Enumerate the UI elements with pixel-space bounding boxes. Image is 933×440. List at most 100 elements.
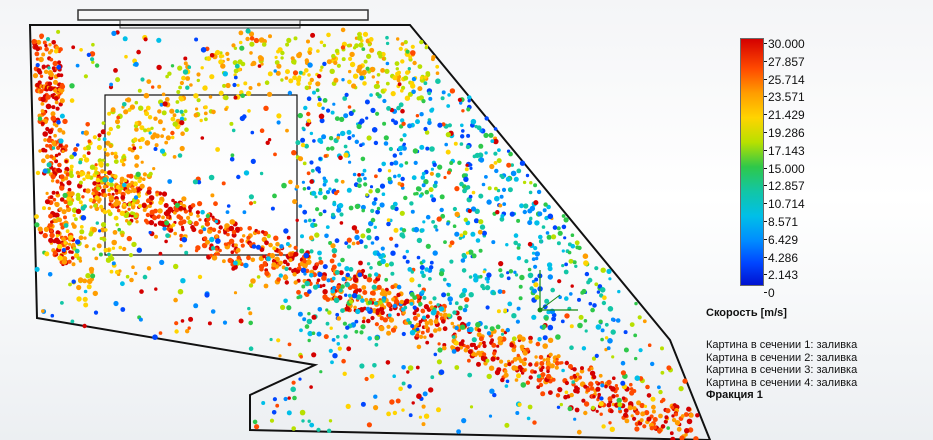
particle (130, 211, 134, 216)
particle (109, 182, 114, 188)
particle (484, 151, 488, 155)
particle (501, 187, 507, 192)
particle (346, 129, 352, 135)
particle (283, 228, 289, 234)
particle (313, 223, 318, 228)
particle (574, 385, 579, 390)
particle (468, 275, 473, 279)
particle (300, 267, 307, 274)
particle (357, 32, 361, 36)
particle (59, 185, 65, 191)
particle (233, 260, 238, 266)
particle (300, 234, 304, 239)
particle (550, 287, 555, 293)
particle (608, 421, 612, 425)
particle (62, 256, 68, 262)
particle (146, 79, 152, 84)
particle (558, 361, 563, 365)
particle (263, 105, 269, 112)
particle (497, 336, 503, 342)
particle (35, 46, 40, 52)
particle (69, 98, 75, 103)
particle (373, 225, 377, 229)
particle (409, 80, 415, 86)
particle (125, 211, 130, 216)
particle (213, 252, 217, 256)
particle (464, 187, 468, 191)
particle (322, 98, 328, 103)
particle (462, 230, 468, 236)
particle (442, 345, 447, 351)
particle (246, 235, 251, 240)
particle (463, 347, 469, 353)
particle (434, 180, 438, 185)
particle (340, 179, 345, 184)
particle (131, 241, 137, 248)
particle (658, 389, 663, 395)
particle (383, 135, 389, 141)
particle (531, 279, 536, 284)
particle (55, 45, 60, 50)
particle (303, 272, 307, 276)
particle (58, 207, 63, 212)
particle (418, 415, 422, 419)
particle (386, 301, 392, 308)
particle (378, 325, 385, 332)
particle (510, 163, 514, 167)
particle (174, 202, 180, 208)
particle (411, 401, 415, 405)
particle (109, 82, 113, 87)
particle (379, 202, 385, 208)
particle (493, 151, 498, 156)
particle (376, 73, 381, 77)
particle (113, 201, 119, 207)
particle (529, 181, 533, 185)
particle (53, 133, 57, 138)
particle (420, 175, 426, 180)
particle (250, 257, 256, 263)
particle (293, 36, 298, 41)
particle (68, 282, 72, 287)
particle (306, 111, 311, 117)
particle (396, 37, 400, 41)
particle (82, 296, 88, 302)
particle (63, 241, 67, 245)
particle (102, 209, 108, 215)
particle (374, 235, 380, 241)
particle (61, 149, 65, 153)
particle (284, 266, 289, 271)
particle (401, 331, 406, 337)
particle (669, 431, 674, 436)
particle (175, 100, 180, 104)
particle (609, 409, 614, 414)
particle (455, 346, 461, 352)
particle (410, 44, 415, 49)
particle (563, 269, 569, 275)
particle (44, 251, 50, 257)
particle (433, 224, 438, 229)
particle (405, 259, 410, 264)
particle (336, 335, 340, 339)
particle (392, 410, 398, 416)
particle (336, 284, 342, 290)
particle (624, 418, 630, 424)
particle (390, 284, 395, 290)
particle (503, 372, 509, 378)
particle (76, 296, 82, 302)
particle (213, 201, 218, 207)
particle (108, 144, 113, 148)
particle (372, 363, 377, 368)
particle (437, 164, 443, 170)
particle (373, 301, 378, 306)
particle (496, 158, 502, 164)
particle (357, 288, 362, 293)
particle (519, 160, 526, 166)
particle (243, 170, 250, 176)
particle (108, 126, 114, 132)
particle (102, 177, 108, 183)
particle (348, 69, 352, 74)
particle (183, 56, 188, 61)
particle (424, 324, 429, 330)
particle (58, 143, 63, 148)
